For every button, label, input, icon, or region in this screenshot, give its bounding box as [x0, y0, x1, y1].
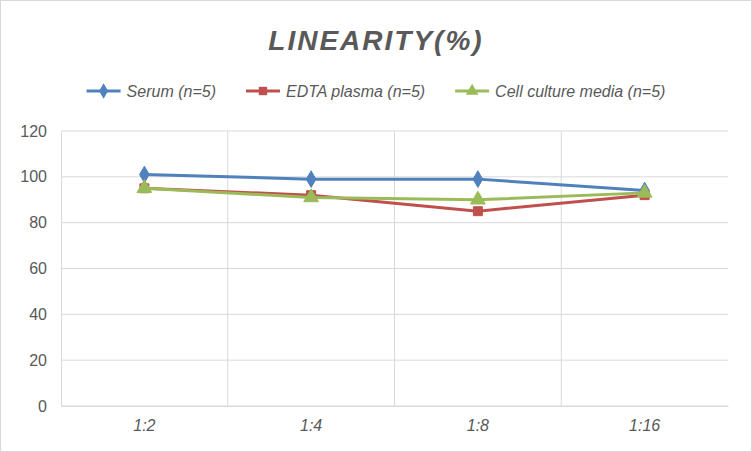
chart: 0 20 40 60 80 100 120 1:2 1:4 1:8 1:16 LINEARITY(%)… — [0, 0, 752, 452]
x-tick: 1:2 — [133, 406, 155, 434]
category-separator — [394, 131, 395, 406]
y-tick: 80 — [29, 214, 61, 231]
x-tick-label: 1:8 — [467, 417, 489, 434]
category-separator — [561, 131, 562, 406]
series-line — [144, 188, 644, 211]
series-line — [144, 188, 644, 199]
legend-marker — [466, 84, 479, 95]
x-axis-line — [62, 406, 729, 407]
y-tick-label: 60 — [29, 260, 47, 277]
legend-label: Serum (n=5) — [127, 83, 216, 100]
legend-marker — [259, 87, 267, 95]
y-tick-label: 20 — [29, 352, 47, 369]
x-axis: 1:2 1:4 1:8 1:16 — [62, 406, 729, 434]
y-axis-line — [61, 132, 62, 407]
legend-label: EDTA plasma (n=5) — [286, 83, 425, 100]
point-marker — [470, 191, 485, 204]
legend-marker — [99, 83, 108, 99]
x-tick-label: 1:16 — [629, 417, 660, 434]
y-tick: 100 — [20, 168, 61, 185]
y-tick-label: 120 — [20, 123, 47, 140]
y-tick: 20 — [29, 352, 61, 369]
legend-label: Cell culture media (n=5) — [495, 83, 665, 100]
y-tick-label: 80 — [29, 214, 47, 231]
y-tick: 120 — [20, 123, 61, 140]
x-tick-label: 1:4 — [300, 417, 322, 434]
y-tick: 40 — [29, 306, 61, 323]
legend: Serum (n=5) EDTA plasma (n=5) Cell culture… — [87, 83, 666, 100]
x-tick-label: 1:2 — [133, 417, 155, 434]
point-marker — [137, 180, 152, 193]
y-tick-label: 40 — [29, 306, 47, 323]
chart-border — [1, 1, 752, 452]
plot-area: 0 20 40 60 80 100 120 1:2 1:4 1:8 1:16 — [20, 123, 728, 435]
y-axis: 0 20 40 60 80 100 120 — [20, 123, 61, 415]
chart-title: LINEARITY(%) — [268, 25, 483, 56]
legend-item: EDTA plasma (n=5) — [246, 83, 425, 100]
point-marker — [304, 189, 319, 202]
series-group — [137, 166, 652, 215]
point-marker — [637, 184, 652, 197]
point-marker — [473, 207, 482, 216]
y-tick: 60 — [29, 260, 61, 277]
y-tick-label: 100 — [20, 168, 47, 185]
point-marker — [473, 171, 483, 188]
grid — [61, 131, 728, 406]
legend-item: Serum (n=5) — [87, 83, 216, 100]
point-marker — [306, 171, 316, 188]
x-tick: 1:4 — [300, 406, 322, 434]
y-tick-label: 0 — [38, 398, 47, 415]
legend-item: Cell culture media (n=5) — [455, 83, 665, 100]
x-tick: 1:8 — [467, 406, 489, 434]
x-tick: 1:16 — [629, 406, 660, 434]
category-separator — [227, 131, 228, 406]
y-tick: 0 — [38, 398, 61, 415]
series-line — [144, 175, 644, 191]
